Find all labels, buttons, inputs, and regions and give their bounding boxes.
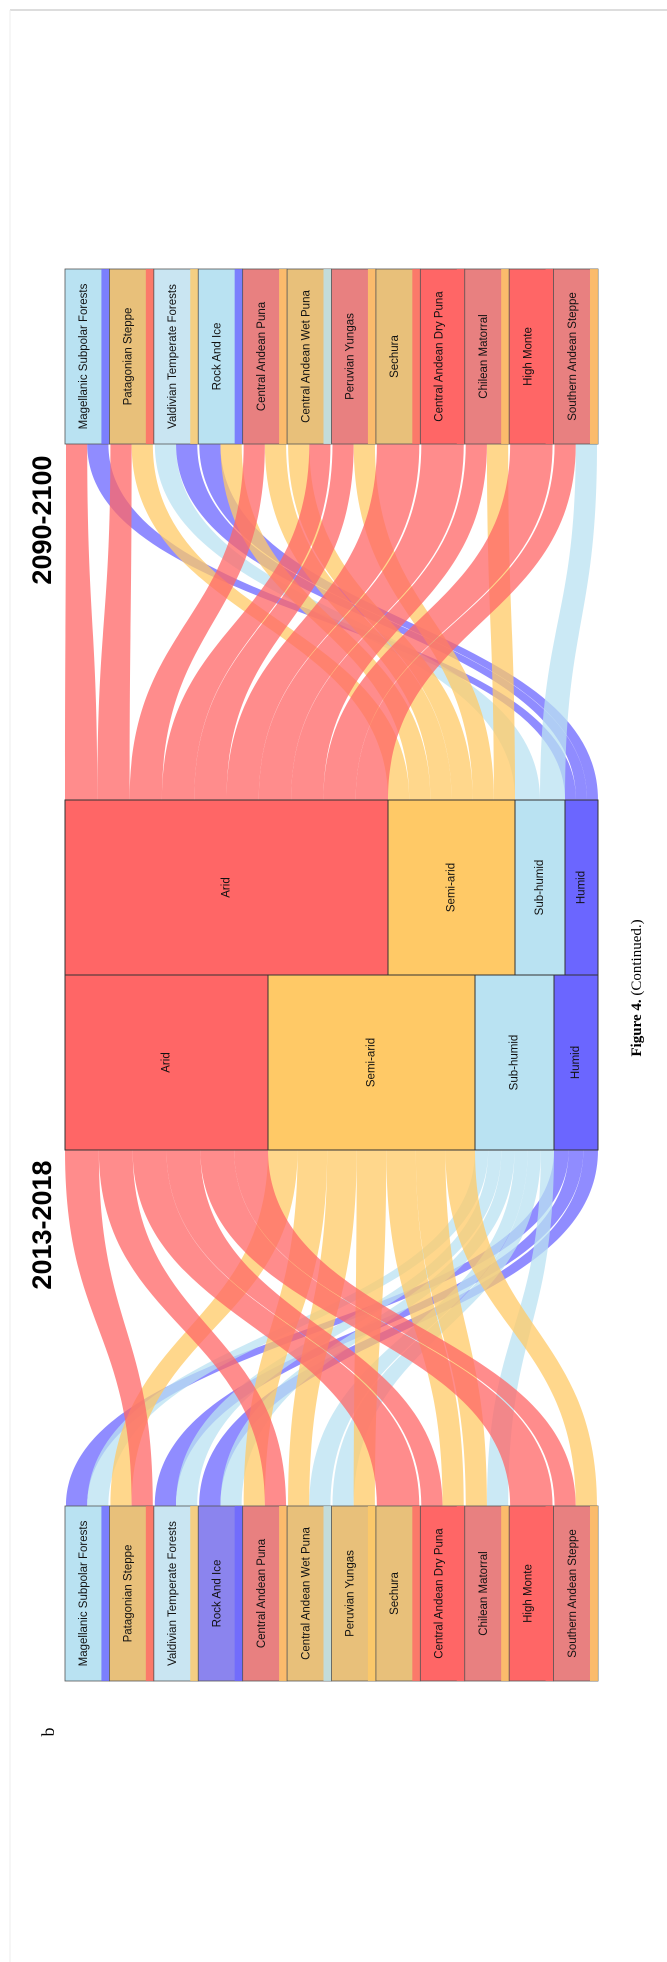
ecoregion-label: Central Andean Wet Puna: [300, 1527, 312, 1660]
climate-node: [514, 799, 566, 976]
flow: [132, 1150, 420, 1506]
flow: [200, 1150, 553, 1506]
ecoregion-label: Southern Andean Steppe: [567, 1529, 579, 1658]
ecoregion-label: Chilean Matorral: [478, 1551, 490, 1635]
ecoregion-label: High Monte: [522, 1564, 534, 1623]
climate-label: Semi-arid: [446, 863, 458, 912]
node-stripe: [323, 269, 332, 444]
period-title: 2013-2018: [27, 1160, 57, 1289]
node-stripe: [145, 269, 154, 444]
climate-label: Sub-humid: [509, 1035, 521, 1091]
flow: [129, 444, 265, 800]
caption-body: (Continued.): [629, 919, 645, 995]
climate-label: Humid: [570, 1046, 582, 1079]
ecoregion-label: Magellanic Subpolar Forests: [78, 283, 90, 429]
node-stripe: [412, 269, 421, 444]
ecoregion-label: Valdivian Temperate Forests: [167, 1521, 179, 1666]
climate-node: [474, 974, 555, 1151]
node-stripe: [501, 269, 510, 444]
flow: [176, 1150, 502, 1506]
node-stripe: [412, 1506, 421, 1681]
flows: [65, 444, 598, 1506]
ecoregion-label: Patagonian Steppe: [123, 1545, 135, 1643]
flow: [166, 1150, 443, 1506]
ecoregion-label: Central Andean Dry Puna: [434, 291, 446, 422]
node-stripe: [279, 1506, 288, 1681]
node-stripe: [190, 1506, 199, 1681]
node-stripe: [367, 1506, 376, 1681]
node-stripe: [234, 269, 243, 444]
ecoregion-label: Central Andean Puna: [256, 1538, 268, 1648]
ecoregion-label: Peruvian Yungas: [345, 313, 357, 400]
node-stripe: [234, 1506, 243, 1681]
ecoregion-label: Peruvian Yungas: [345, 1550, 357, 1637]
node-stripe: [323, 1506, 332, 1681]
flow: [194, 444, 354, 800]
climate-node: [64, 799, 389, 976]
caption-text: Figure 4. (Continued.): [629, 919, 645, 1056]
ecoregion-label: Rock And Ice: [211, 323, 223, 391]
flow: [98, 1150, 287, 1506]
flow: [445, 1150, 597, 1506]
flow: [288, 1150, 357, 1506]
node-stripe: [190, 269, 199, 444]
flow: [65, 1150, 153, 1506]
ecoregion-label: Rock And Ice: [211, 1560, 223, 1628]
ecoregion-label: Southern Andean Steppe: [567, 292, 579, 421]
flow: [258, 444, 464, 800]
flow: [97, 444, 132, 800]
climate-node: [564, 799, 599, 976]
node-stripe: [545, 1506, 554, 1681]
ecoregion-label: Magellanic Subpolar Forests: [78, 1520, 90, 1666]
flow: [415, 1150, 487, 1506]
node-stripe: [145, 1506, 154, 1681]
flow: [234, 1150, 576, 1506]
node-stripe: [501, 1506, 510, 1681]
node-stripe: [456, 269, 465, 444]
nodes: Magellanic Subpolar Forests Patagonian St…: [64, 268, 599, 1682]
climate-label: Sub-humid: [534, 860, 546, 916]
node-stripe: [590, 1506, 598, 1681]
ecoregion-label: Central Andean Puna: [256, 301, 268, 411]
node-stripe: [101, 269, 110, 444]
node-stripe: [101, 1506, 110, 1681]
ecoregion-label: Sechura: [389, 334, 401, 377]
climate-label: Humid: [576, 871, 588, 904]
caption: Figure 4. (Continued.): [629, 919, 645, 1056]
ecoregion-label: Central Andean Dry Puna: [434, 1528, 446, 1659]
flow: [226, 444, 420, 800]
flow: [355, 444, 576, 800]
ecoregion-label: Valdivian Temperate Forests: [167, 284, 179, 429]
ecoregion-label: Sechura: [389, 1571, 401, 1614]
ecoregion-label: Central Andean Wet Puna: [300, 290, 312, 423]
panel-label: b: [38, 1728, 58, 1737]
flow: [65, 444, 98, 800]
flow: [540, 444, 597, 800]
node-stripe: [367, 269, 376, 444]
ecoregion-label: Chilean Matorral: [478, 314, 490, 398]
ecoregion-label: High Monte: [522, 327, 534, 386]
ecoregion-label: Patagonian Steppe: [123, 308, 135, 406]
flow: [291, 444, 487, 800]
climate-node: [64, 974, 269, 1151]
flow: [161, 444, 331, 800]
node-stripe: [590, 269, 598, 444]
node-stripe: [545, 269, 554, 444]
period-title: 2090-2100: [27, 455, 57, 584]
climate-node: [267, 974, 476, 1151]
flow: [386, 1150, 464, 1506]
climate-label: Arid: [161, 1052, 173, 1072]
node-stripe: [456, 1506, 465, 1681]
node-stripe: [279, 269, 288, 444]
climate-label: Arid: [221, 877, 233, 897]
climate-node: [387, 799, 516, 976]
caption-label: Figure 4.: [629, 999, 645, 1056]
climate-label: Semi-arid: [366, 1038, 378, 1087]
flow: [323, 444, 553, 800]
